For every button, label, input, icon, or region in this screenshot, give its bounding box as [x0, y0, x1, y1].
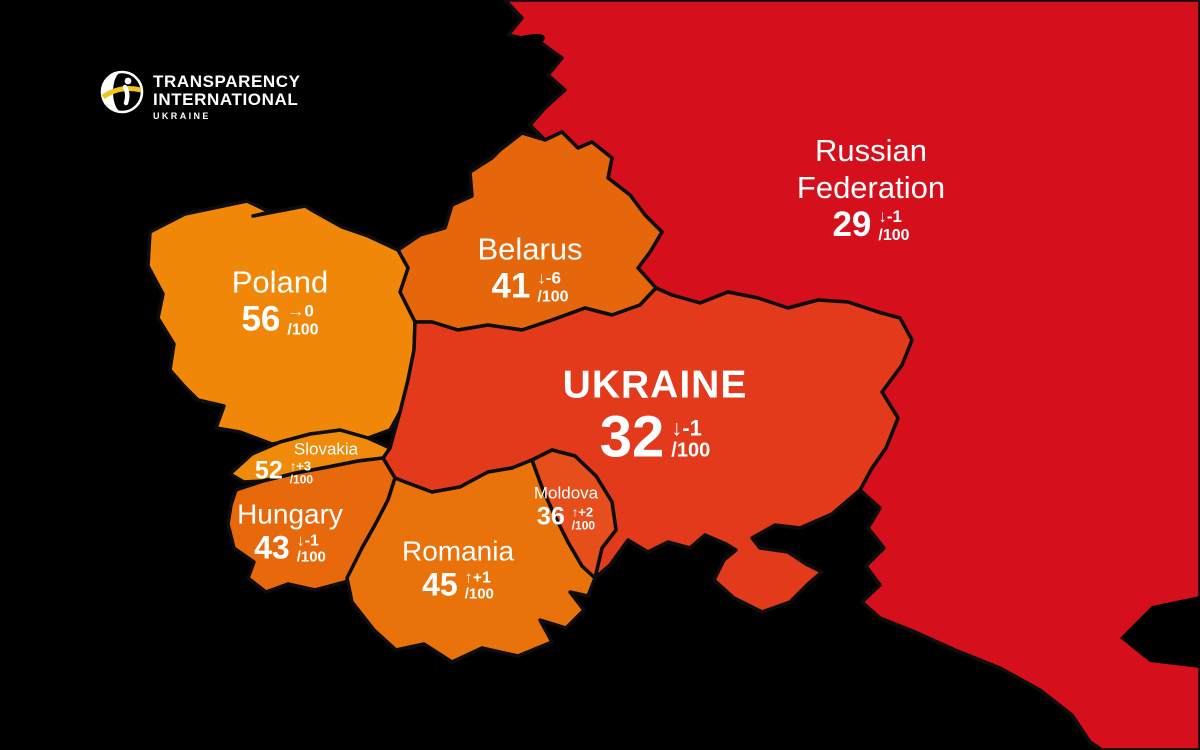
score-value: 41	[491, 266, 531, 306]
score-delta: -1	[886, 207, 903, 227]
score-value: 56	[241, 299, 281, 339]
country-shape-poland	[146, 199, 417, 446]
country-name: Russian	[815, 133, 927, 168]
logo-line-3: UKRAINE	[153, 110, 211, 121]
country-label-moldova: Moldova 36 ↑+2 /100	[534, 484, 598, 533]
country-label-ukraine: UKRAINE 32 ↓-1 /100	[562, 363, 748, 470]
country-score: 32 ↓-1 /100	[563, 404, 748, 470]
country-label-romania: Romania 45 ↑+1 /100	[402, 535, 514, 602]
country-score: 41 ↓-6 /100	[477, 266, 582, 306]
country-label-poland: Poland 56 →0 /100	[232, 264, 329, 339]
trend-down-arrow-icon: ↓	[671, 415, 683, 441]
score-denominator: /100	[571, 518, 596, 533]
country-score: 36 ↑+2 /100	[534, 502, 598, 533]
score-denominator: /100	[296, 548, 326, 566]
score-delta: -1	[682, 415, 702, 441]
country-label-belarus: Belarus 41 ↓-6 /100	[477, 231, 582, 306]
score-delta: -6	[545, 268, 562, 288]
country-name: Slovakia	[293, 439, 359, 459]
score-delta: 0	[304, 301, 314, 321]
score-value: 29	[832, 205, 872, 245]
trend-right-arrow-icon: →	[287, 301, 305, 321]
country-score: 52 ↑+3 /100	[252, 456, 316, 487]
country-label-russia: Russian Federation 29 ↓-1 /100	[797, 132, 945, 244]
score-value: 45	[422, 566, 458, 603]
country-name: Hungary	[237, 498, 343, 530]
score-delta: +3	[296, 458, 312, 474]
score-denominator: /100	[464, 585, 494, 603]
country-name: Poland	[231, 264, 329, 300]
score-value: 36	[536, 502, 565, 531]
country-shape-moldova	[530, 448, 618, 580]
lake-shape	[495, 33, 545, 57]
trend-down-arrow-icon: ↓	[537, 268, 546, 288]
country-name: Belarus	[477, 231, 583, 267]
score-value: 52	[254, 456, 283, 485]
country-label-hungary: Hungary 43 ↓-1 /100	[237, 498, 343, 565]
score-value: 43	[254, 529, 290, 566]
country-score: 29 ↓-1 /100	[797, 205, 945, 245]
sea-of-azov-notch	[1120, 596, 1200, 668]
score-denominator: /100	[878, 226, 910, 244]
score-delta: -1	[304, 532, 319, 550]
trend-up-arrow-icon: ↑	[464, 569, 473, 587]
logo-line-2: INTERNATIONAL	[153, 89, 299, 109]
score-denominator: /100	[671, 439, 711, 462]
score-denominator: /100	[287, 321, 319, 339]
score-delta: +2	[578, 504, 594, 520]
country-name: UKRAINE	[562, 363, 748, 407]
score-denominator: /100	[289, 472, 314, 487]
score-value: 32	[599, 404, 665, 470]
score-denominator: /100	[537, 288, 569, 306]
trend-up-arrow-icon: ↑	[571, 504, 579, 520]
trend-down-arrow-icon: ↓	[296, 532, 305, 550]
country-name: Romania	[401, 535, 515, 567]
country-score: 43 ↓-1 /100	[237, 529, 343, 566]
trend-down-arrow-icon: ↓	[878, 207, 887, 227]
country-label-slovakia: Slovakia 52 ↑+3 /100	[255, 440, 358, 487]
globe-figure-icon	[100, 70, 144, 114]
country-shape-romania	[345, 458, 597, 664]
country-name: Moldova	[533, 483, 599, 503]
country-name-line2: Federation	[796, 170, 946, 206]
logo-line-1: TRANSPARENCY	[153, 72, 301, 91]
trend-up-arrow-icon: ↑	[289, 458, 297, 474]
country-score: 45 ↑+1 /100	[402, 566, 514, 603]
score-delta: +1	[472, 569, 491, 587]
transparency-international-logo: TRANSPARENCY INTERNATIONAL UKRAINE	[100, 70, 301, 121]
country-score: 56 →0 /100	[232, 299, 329, 339]
